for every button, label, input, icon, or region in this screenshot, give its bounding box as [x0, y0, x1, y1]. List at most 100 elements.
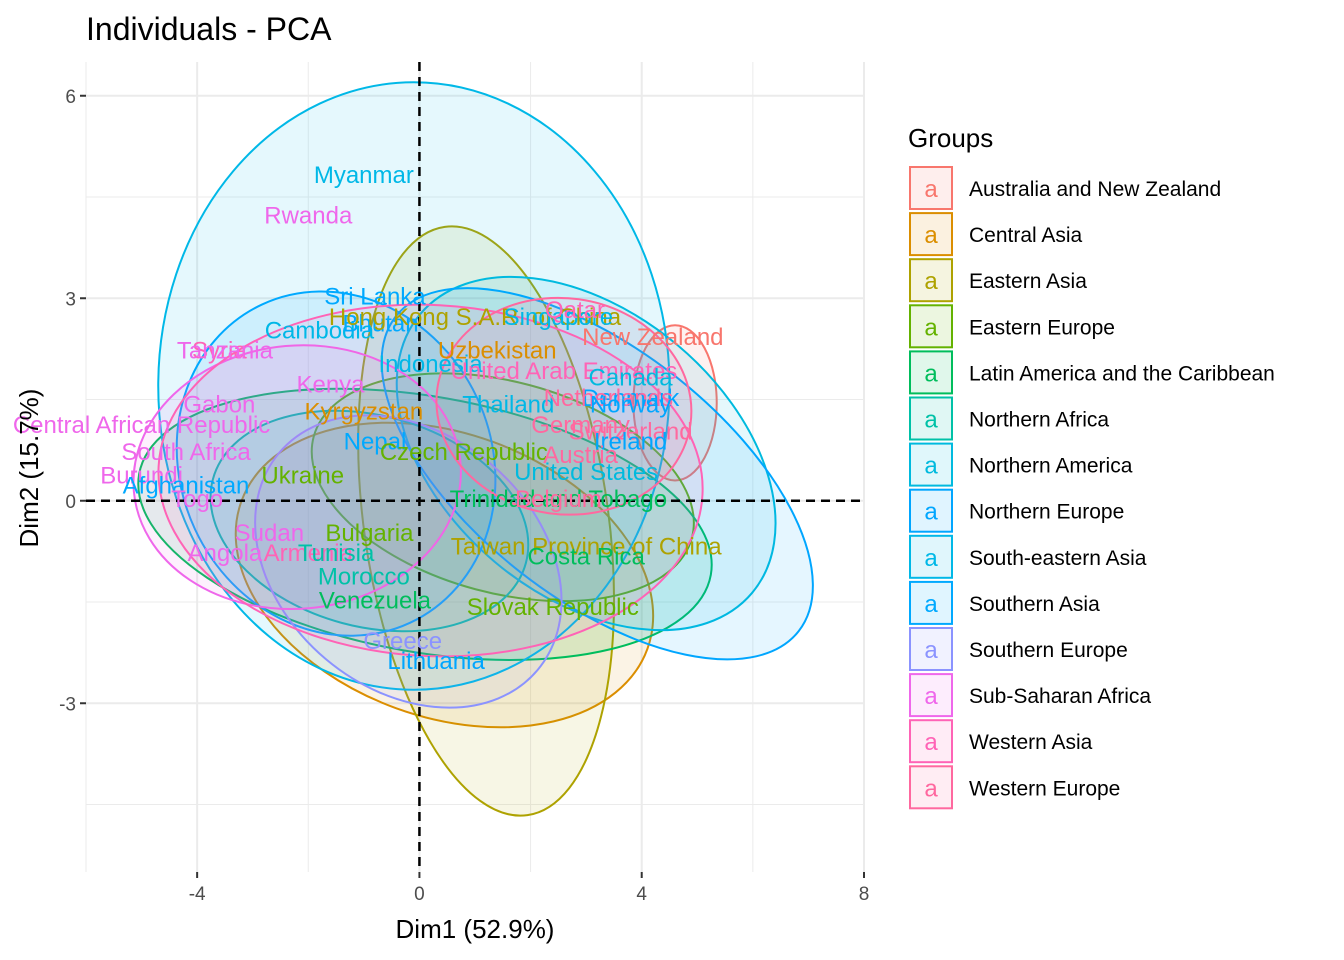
legend-key [909, 304, 953, 349]
x-axis-ticks: -4 0 4 8 [189, 872, 870, 905]
point-label: Burundi [100, 462, 183, 489]
ellipse-latin-america-and-the-caribbean [137, 387, 713, 661]
point-label: Syria [192, 338, 247, 365]
point-label: Cambodia [265, 317, 375, 344]
legend-key [909, 765, 953, 810]
point-label: United States [514, 459, 658, 486]
legend-key [909, 442, 953, 487]
point-label: Ukraine [261, 462, 344, 489]
legend-key [909, 673, 953, 718]
point-label: Bulgaria [325, 520, 414, 547]
legend-item: a Southern Asia [909, 580, 1100, 625]
legend-item: a South-eastern Asia [909, 534, 1147, 579]
y-tick-label: 0 [65, 492, 76, 513]
point-label: Kyrgyzstan [304, 398, 423, 425]
legend-glyph: a [924, 222, 938, 249]
point-label: Ireland [594, 429, 667, 456]
point-label: Czech Republic [380, 439, 548, 466]
legend-item: a Northern Europe [909, 488, 1124, 533]
plot-panel: Myanmar Rwanda Sri Lanka CambodiaBhutanHong… [13, 62, 865, 872]
point-label: Trinidad and Tobago [450, 486, 668, 513]
point-label: Denmark [582, 385, 680, 412]
point-label: Gabon [183, 392, 255, 419]
ellipse-western-europe [435, 296, 693, 516]
point-label: Kenya [296, 371, 365, 398]
legend-title: Groups [908, 123, 993, 153]
point-label: Norway [590, 392, 671, 419]
point-label: Angola [188, 540, 263, 567]
confidence-ellipses [132, 81, 814, 817]
ellipse-northern-america [395, 275, 777, 632]
point-label: Myanmar [314, 162, 414, 189]
reference-lines [86, 62, 864, 872]
legend-item: a Eastern Europe [909, 304, 1115, 349]
y-axis-label: Dim2 (15.7%) [14, 389, 44, 548]
ellipse-sub-saharan-africa [132, 344, 462, 611]
x-axis-label: Dim1 (52.9%) [396, 914, 555, 944]
legend-label: Southern Asia [969, 593, 1100, 616]
ellipse-south-eastern-asia [157, 81, 671, 691]
legend-item: a Latin America and the Caribbean [909, 350, 1275, 395]
legend-key [909, 350, 953, 395]
point-label: Bhutan [342, 311, 418, 338]
point-label: Indonesia [378, 351, 483, 378]
grid-lines [85, 62, 865, 872]
legend-glyph: a [924, 176, 938, 203]
point-label: Thailand [462, 392, 554, 419]
legend-key [909, 212, 953, 257]
point-label: Singapore [504, 304, 613, 331]
point-label: Tanzania [177, 338, 274, 365]
point-label: Afghanistan [123, 473, 250, 500]
chart-title: Individuals - PCA [86, 11, 332, 47]
legend-key [909, 396, 953, 441]
point-label: Nepal [344, 429, 407, 456]
legend-label: Eastern Asia [969, 270, 1087, 293]
legend-glyph: a [924, 637, 938, 664]
legend: Groups a Australia and New Zealand a Centra… [908, 123, 1275, 810]
legend-glyph: a [924, 499, 938, 526]
point-label: Uzbekistan [438, 338, 557, 365]
point-label: Rwanda [264, 203, 353, 230]
legend-label: Northern Europe [969, 501, 1124, 524]
point-label: Greece [363, 628, 442, 655]
legend-key [909, 719, 953, 764]
point-label: Switzerland [569, 419, 693, 446]
legend-glyph: a [924, 407, 938, 434]
y-axis-ticks: -3 0 3 6 [59, 87, 86, 715]
legend-key [909, 258, 953, 303]
legend-key [909, 580, 953, 625]
legend-item: a Eastern Asia [909, 258, 1087, 303]
legend-key [909, 534, 953, 579]
point-label: Germany [531, 412, 630, 439]
y-tick-label: 6 [65, 87, 76, 108]
legend-glyph: a [924, 314, 938, 341]
legend-glyph: a [924, 545, 938, 572]
point-label: Sudan [235, 520, 304, 547]
x-tick-label: 8 [859, 884, 870, 905]
legend-label: Latin America and the Caribbean [969, 362, 1275, 385]
y-tick-label: 3 [65, 289, 76, 310]
point-label: Armenia [264, 540, 354, 567]
legend-glyph: a [924, 453, 938, 480]
legend-key [909, 488, 953, 533]
point-label: Slovak Republic [467, 594, 639, 621]
legend-label: Eastern Europe [969, 316, 1115, 339]
point-label: Lithuania [387, 648, 485, 675]
point-label: Hong Kong S.A.R. of China [329, 304, 622, 331]
legend-glyph: a [924, 683, 938, 710]
point-label: United Arab Emirates [451, 358, 678, 385]
point-label: New Zealand [582, 324, 723, 351]
legend-key [909, 627, 953, 671]
x-tick-label: -4 [189, 884, 206, 905]
ellipse-northern-europe [380, 287, 814, 661]
point-label: Netherlands [544, 385, 673, 412]
point-label: Morocco [318, 564, 410, 591]
ellipse-western-asia [157, 303, 704, 658]
point-label: Taiwan Province of China [451, 533, 722, 560]
legend-label: Western Europe [969, 777, 1120, 800]
legend-label: Northern Africa [969, 409, 1109, 432]
legend-glyph: a [924, 729, 938, 756]
point-label: Venezuela [319, 587, 432, 614]
legend-label: Australia and New Zealand [969, 178, 1221, 201]
